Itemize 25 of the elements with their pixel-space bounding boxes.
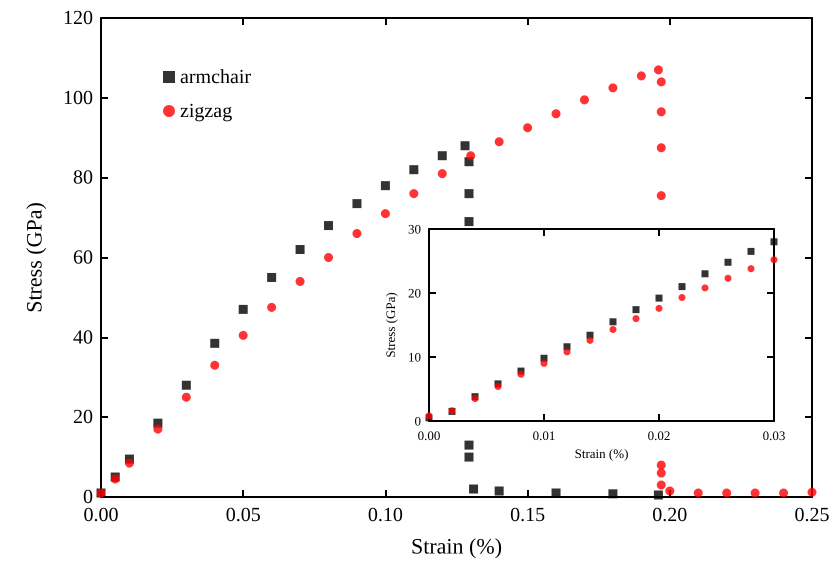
- legend-label: armchair: [180, 66, 252, 88]
- x-tick-label: 0.03: [762, 428, 786, 443]
- y-tick-label: 30: [408, 222, 421, 236]
- x-axis-title: Strain (%): [410, 534, 502, 558]
- x-tick-label: 0.05: [226, 504, 261, 526]
- x-axis-title: Strain (%): [574, 446, 628, 461]
- y-tick-label: 0: [414, 414, 421, 428]
- y-axis-title: Stress (GPa): [383, 292, 398, 358]
- x-tick-label: 0.25: [794, 504, 830, 526]
- y-tick-label: 80: [73, 166, 93, 189]
- x-tick-label: 0.00: [418, 428, 440, 443]
- y-tick-label: 100: [63, 86, 93, 109]
- x-tick-label: 0.02: [648, 428, 670, 443]
- x-tick-label: 0.20: [652, 504, 688, 526]
- y-tick-label: 40: [73, 326, 93, 348]
- y-tick-label: 20: [73, 406, 93, 428]
- y-tick-label: 60: [73, 246, 93, 268]
- y-tick-label: 120: [63, 7, 93, 29]
- y-tick-label: 10: [408, 350, 421, 364]
- legend-label: zigzag: [180, 100, 232, 122]
- x-tick-label: 0.01: [532, 428, 556, 443]
- y-tick-label: 20: [408, 286, 421, 300]
- x-tick-label: 0.10: [368, 504, 403, 526]
- y-axis-title: Stress (GPa): [22, 202, 46, 313]
- x-tick-label: 0.15: [510, 504, 546, 526]
